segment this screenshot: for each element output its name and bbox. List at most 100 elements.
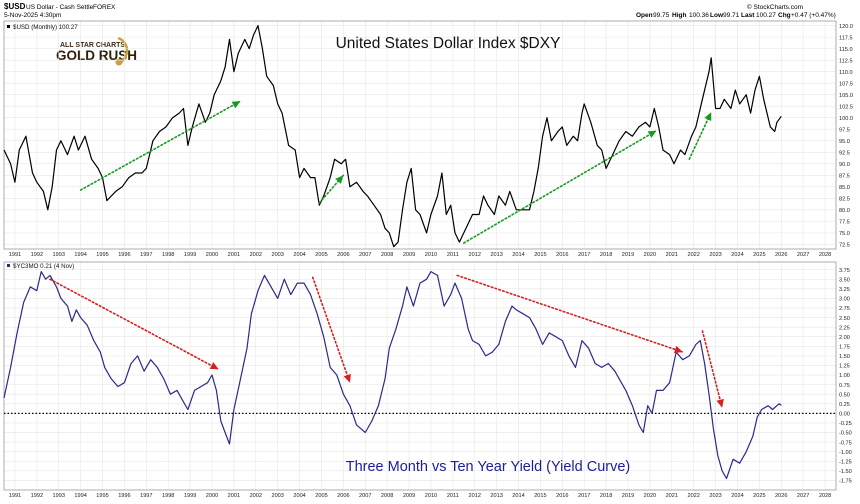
x-tick-label: 2008 [381,493,393,499]
x-tick-label: 2017 [578,493,590,499]
x-tick-label: 2023 [709,252,721,258]
y-tick-label: 117.5 [839,35,853,41]
x-tick-label: 1997 [140,252,152,258]
x-tick-label: 2021 [666,493,678,499]
y-tick-label: -1.50 [839,469,852,475]
header-last-label: Last [741,12,755,19]
x-tick-label: 2019 [622,493,634,499]
y-tick-label: 87.5 [839,174,850,180]
y-tick-label: -0.75 [839,440,852,446]
x-tick-label: 2017 [578,252,590,258]
trend-arrow-head [716,398,724,408]
x-tick-label: 2015 [534,252,546,258]
x-tick-label: 2000 [206,493,218,499]
y-tick-label: 72.5 [839,243,850,249]
y-tick-label: 1.00 [839,373,850,379]
x-tick-label: 2010 [425,493,437,499]
y-tick-label: 2.00 [839,335,850,341]
trend-arrow-head [209,362,219,370]
x-tick-label: 2012 [469,493,481,499]
trend-arrow-line [456,274,684,353]
header-chg-label: Chg [778,12,791,19]
legend-swatch [7,25,10,28]
x-tick-label: 1996 [118,493,130,499]
y-tick-label: 85.0 [839,185,850,191]
chart-header: $USD US Dollar - Cash Settle FOREX 5-Nov… [4,2,836,19]
y-tick-label: 2.25 [839,325,850,331]
y-tick-label: 112.5 [839,58,853,64]
x-tick-label: 2016 [556,493,568,499]
x-tick-label: 2024 [731,252,743,258]
trend-arrow-head [704,112,712,122]
x-tick-label: 2019 [622,252,634,258]
x-tick-label: 1997 [140,493,152,499]
x-tick-label: 1994 [74,493,86,499]
x-tick-label: 1993 [53,493,65,499]
x-tick-label: 2024 [731,493,743,499]
x-tick-label: 2010 [425,252,437,258]
y-tick-label: 115.0 [839,47,853,53]
header-high: 100.36 [689,12,709,19]
chart-title: United States Dollar Index $DXY [336,35,561,52]
x-tick-label: 2007 [359,252,371,258]
y-tick-label: -0.50 [839,431,852,437]
yield-curve-panel: -1.75 -1.50 -1.25 -1.00 -0.75 -0.50 -0.25 0.00 0… [3,261,852,499]
x-tick-label: 2026 [775,493,787,499]
y-tick-label: 0.75 [839,383,850,389]
legend-swatch [7,264,10,267]
trend-arrow-head [673,345,683,354]
y-tick-label: -0.25 [839,421,852,427]
x-tick-label: 2004 [293,252,305,258]
y-tick-label: 0.50 [839,392,850,398]
x-tick-label: 2012 [469,252,481,258]
trend-arrow-head [647,130,657,138]
x-tick-label: 2004 [293,493,305,499]
y-tick-label: -1.25 [839,459,852,465]
x-tick-label: 2016 [556,252,568,258]
header-low: 99.71 [723,12,740,19]
header-symbol: $USD [4,2,26,11]
y-tick-label: 2.75 [839,306,850,312]
series-line [3,271,782,480]
logo-line1: ALL STAR CHARTS [60,42,125,49]
y-tick-label: 107.5 [839,81,853,87]
x-tick-label: 1996 [118,252,130,258]
x-tick-label: 1998 [162,493,174,499]
x-tick-label: 2025 [753,493,765,499]
trend-arrow-line [49,278,220,371]
y-tick-label: 100.0 [839,116,853,122]
y-tick-label: 120.0 [839,24,853,30]
x-tick-label: 1999 [184,252,196,258]
y-tick-label: 102.5 [839,104,853,110]
y-tick-label: 3.50 [839,277,850,283]
y-tick-label: 3.75 [839,268,850,274]
y-tick-label: 1.25 [839,364,850,370]
trend-arrow-head [343,373,351,383]
x-tick-label: 2026 [775,252,787,258]
x-tick-label: 2005 [315,252,327,258]
x-tick-label: 2020 [644,493,656,499]
x-tick-label: 2013 [490,493,502,499]
y-tick-label: 110.0 [839,70,853,76]
header-low-label: Low [710,12,724,19]
x-tick-label: 1993 [53,252,65,258]
x-tick-label: 2003 [271,493,283,499]
x-tick-label: 2011 [447,252,459,258]
x-tick-label: 2008 [381,252,393,258]
x-tick-label: 2027 [797,252,809,258]
x-tick-label: 2009 [403,252,415,258]
x-tick-label: 2002 [250,493,262,499]
header-source: © StockCharts.com [747,3,803,11]
x-tick-label: 2009 [403,493,415,499]
x-tick-label: 2006 [337,252,349,258]
y-tick-label: 3.25 [839,287,850,293]
logo-line2: GOLD RUSH [56,48,137,63]
plot-frame [3,20,837,250]
trend-arrow-head [231,101,241,109]
y-tick-label: 92.5 [839,150,850,156]
header-symbol-desc: US Dollar - Cash Settle [26,4,94,11]
y-tick-label: 82.5 [839,197,850,203]
x-tick-label: 2018 [600,493,612,499]
series-line [3,25,782,248]
x-tick-label: 2002 [250,252,262,258]
